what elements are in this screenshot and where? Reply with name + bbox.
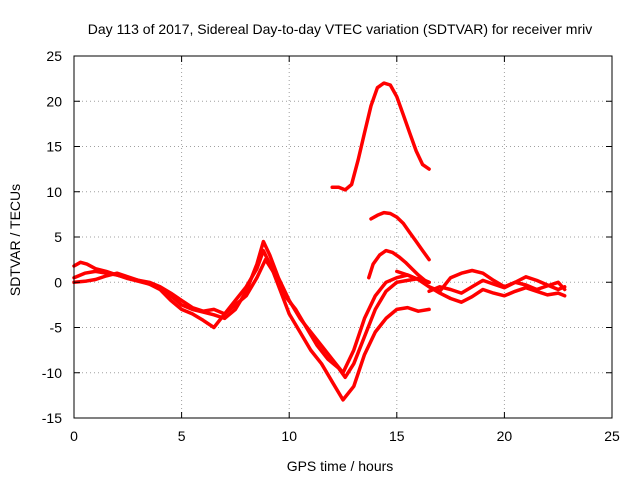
y-tick-label: 5 [54, 229, 62, 245]
x-tick-label: 20 [497, 428, 513, 444]
y-tick-labels: -15 -10 -5 0 5 10 15 20 25 [42, 48, 62, 426]
y-tick-label: -5 [50, 320, 63, 336]
y-tick-label: -15 [42, 410, 62, 426]
x-tick-labels: 0 5 10 15 20 25 [70, 428, 620, 444]
y-tick-label: 10 [46, 184, 62, 200]
series-line-trace-i [427, 278, 567, 295]
x-tick-label: 25 [604, 428, 620, 444]
x-tick-label: 15 [389, 428, 405, 444]
y-tick-label: 15 [46, 139, 62, 155]
x-tick-label: 10 [281, 428, 297, 444]
y-tick-label: 25 [46, 48, 62, 64]
y-tick-label: -10 [42, 365, 62, 381]
series-line-trace-c [72, 257, 431, 380]
series-line-trace-g [395, 268, 567, 294]
axis-ticks [73, 55, 613, 419]
data-series [72, 81, 567, 402]
chart-title: Day 113 of 2017, Sidereal Day-to-day VTE… [88, 21, 592, 37]
series-line-trace-h [427, 285, 567, 304]
x-tick-label: 5 [178, 428, 186, 444]
y-axis-title: SDTVAR / TECUs [7, 184, 23, 296]
x-axis-title: GPS time / hours [287, 458, 394, 474]
y-tick-label: 0 [54, 274, 62, 290]
y-tick-label: 20 [46, 93, 62, 109]
series-line-trace-f [367, 248, 431, 285]
series-line-trace-d [330, 81, 431, 192]
series-line-trace-e [369, 210, 431, 262]
x-tick-label: 0 [70, 428, 78, 444]
gridlines [74, 56, 612, 418]
